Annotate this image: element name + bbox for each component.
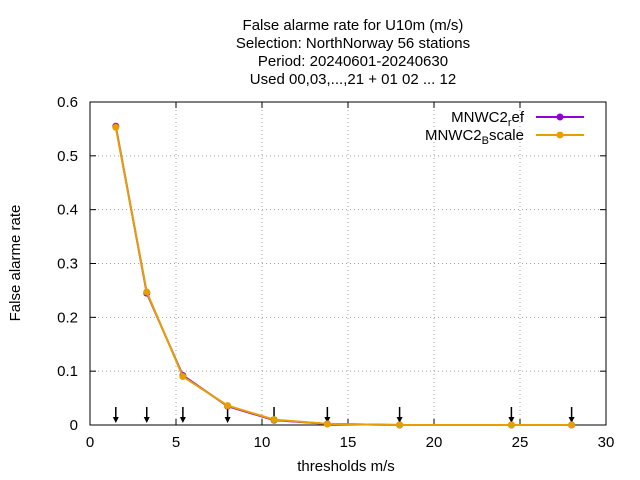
threshold-arrow-head: [179, 417, 186, 423]
x-tick-label: 15: [340, 434, 357, 451]
threshold-arrow-head: [508, 417, 515, 423]
threshold-arrow-head: [396, 417, 403, 423]
series-line-MNWC2_ref: [114, 126, 572, 426]
legend-marker-MNWC2_Bscale: [556, 131, 564, 139]
x-tick-label: 30: [598, 434, 615, 451]
data-point-MNWC2_Bscale: [270, 416, 278, 424]
data-point-MNWC2_Bscale: [568, 421, 576, 429]
title-line-1: False alarme rate for U10m (m/s): [243, 17, 464, 34]
threshold-arrow-head: [112, 417, 119, 423]
chart-title: False alarme rate for U10m (m/s) Selecti…: [236, 17, 470, 88]
data-point-MNWC2_Bscale: [143, 288, 151, 296]
title-line-3: Period: 20240601-20240630: [258, 53, 448, 70]
y-tick-label: 0.6: [57, 94, 78, 111]
y-tick-label: 0.2: [57, 309, 78, 326]
y-tick-label: 0.4: [57, 202, 78, 219]
x-axis-label: thresholds m/s: [297, 458, 395, 475]
x-tick-label: 5: [172, 434, 180, 451]
y-tick-label: 0.3: [57, 256, 78, 273]
title-line-2: Selection: NorthNorway 56 stations: [236, 35, 470, 52]
legend-marker-MNWC2_ref: [556, 113, 564, 121]
y-tick-label: 0: [70, 417, 78, 434]
data-point-MNWC2_Bscale: [507, 421, 515, 429]
axes: 0 5 10 15 20 25 30 0 0.1 0.2 0.3 0.4 0.5 0.6: [57, 94, 614, 451]
threshold-arrow-head: [143, 417, 150, 423]
series-lines: [112, 122, 576, 429]
data-point-MNWC2_Bscale: [396, 421, 404, 429]
series-line-MNWC2_Bscale: [114, 127, 572, 426]
threshold-arrow-head: [224, 417, 231, 423]
legend-label-MNWC2_ref: MNWC2ref: [451, 109, 525, 129]
x-tick-label: 20: [426, 434, 443, 451]
data-point-MNWC2_Bscale: [112, 123, 120, 131]
y-tick-label: 0.1: [57, 363, 78, 380]
x-tick-label: 10: [254, 434, 271, 451]
threshold-arrow-head: [324, 417, 331, 423]
x-tick-label: 0: [86, 434, 94, 451]
legend-label-MNWC2_Bscale: MNWC2Bscale: [425, 127, 524, 147]
data-point-MNWC2_Bscale: [323, 420, 331, 428]
y-axis-label: False alarme rate: [7, 205, 24, 322]
title-line-4: Used 00,03,...,21 + 01 02 ... 12: [250, 71, 456, 88]
data-point-MNWC2_Bscale: [179, 373, 187, 381]
data-point-MNWC2_Bscale: [224, 402, 232, 410]
threshold-arrow-head: [568, 417, 575, 423]
y-tick-label: 0.5: [57, 148, 78, 165]
x-tick-label: 25: [512, 434, 529, 451]
threshold-arrows: [112, 407, 575, 423]
grid: [90, 102, 606, 425]
